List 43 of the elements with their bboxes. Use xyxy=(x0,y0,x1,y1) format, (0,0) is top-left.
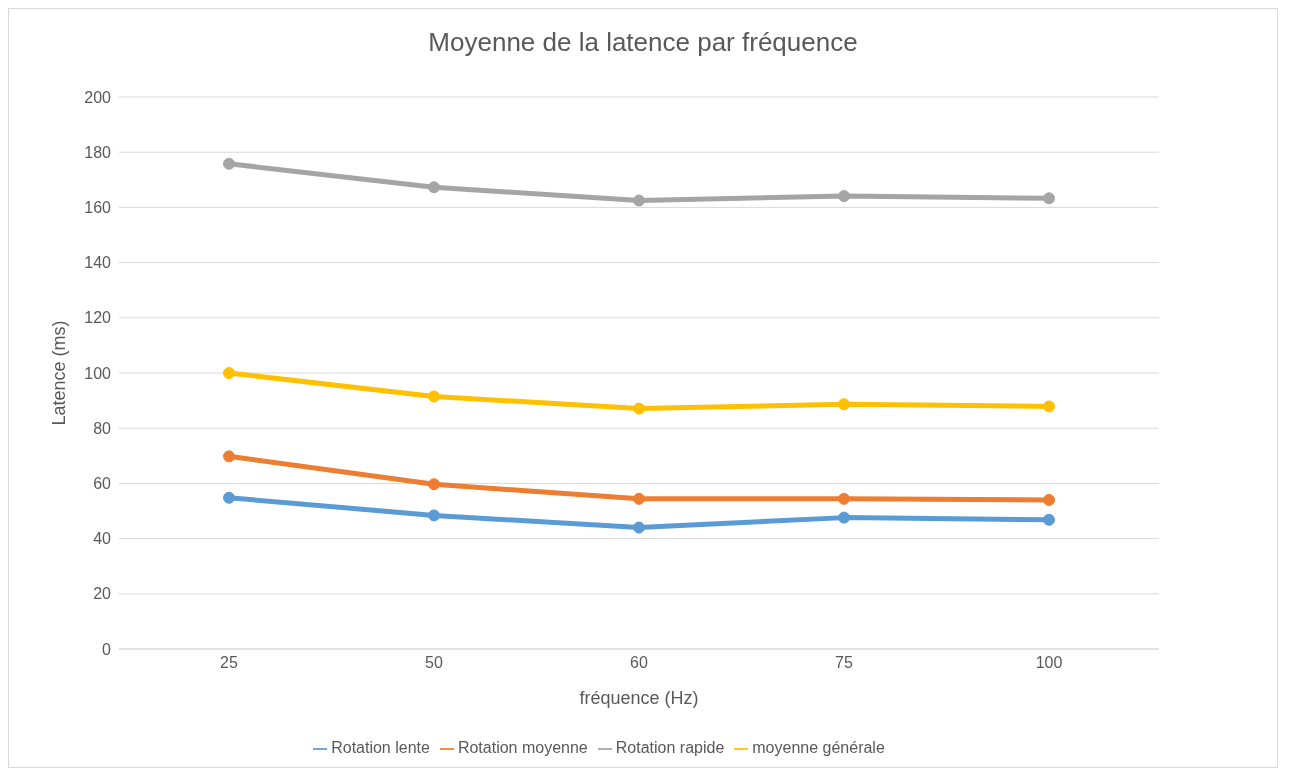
x-tick-label: 50 xyxy=(425,654,443,672)
point xyxy=(633,521,645,534)
point xyxy=(633,194,645,207)
point xyxy=(428,478,440,491)
point xyxy=(223,491,235,504)
y-tick-label: 60 xyxy=(93,475,112,493)
legend-label: Rotation rapide xyxy=(615,739,725,756)
point xyxy=(1043,513,1055,526)
point xyxy=(223,157,235,170)
y-tick-label: 180 xyxy=(84,143,112,161)
point xyxy=(633,402,645,415)
y-tick-label: 200 xyxy=(84,88,112,106)
x-tick-label: 60 xyxy=(630,654,648,672)
y-tick-label: 80 xyxy=(93,419,112,437)
point xyxy=(838,190,850,203)
point xyxy=(428,181,440,194)
point xyxy=(428,509,440,522)
y-tick-label: 120 xyxy=(84,309,112,327)
y-tick-label: 0 xyxy=(102,640,112,658)
x-tick-label: 100 xyxy=(1035,654,1063,672)
point xyxy=(633,492,645,505)
y-tick-label: 160 xyxy=(84,199,112,217)
point xyxy=(223,367,235,379)
point xyxy=(1043,192,1055,205)
y-tick-label: 20 xyxy=(93,585,112,603)
point xyxy=(223,450,235,463)
y-tick-label: 140 xyxy=(84,254,112,272)
x-axis-title: fréquence (Hz) xyxy=(579,688,699,708)
chart-title: Moyenne de la latence par fréquence xyxy=(427,26,859,59)
legend-label: Rotation lente xyxy=(331,739,430,756)
y-tick-label: 100 xyxy=(84,364,112,382)
x-tick-label: 75 xyxy=(835,654,853,672)
point xyxy=(838,398,850,411)
legend-label: Rotation moyenne xyxy=(457,739,588,756)
legend-label: moyenne générale xyxy=(752,739,885,756)
point xyxy=(428,390,440,403)
point xyxy=(838,492,850,505)
y-axis-title: Latence (ms) xyxy=(49,320,70,426)
point xyxy=(838,511,850,524)
y-tick-label: 40 xyxy=(93,530,112,548)
point xyxy=(1043,493,1055,506)
x-tick-label: 25 xyxy=(220,654,238,672)
point xyxy=(1043,400,1055,413)
